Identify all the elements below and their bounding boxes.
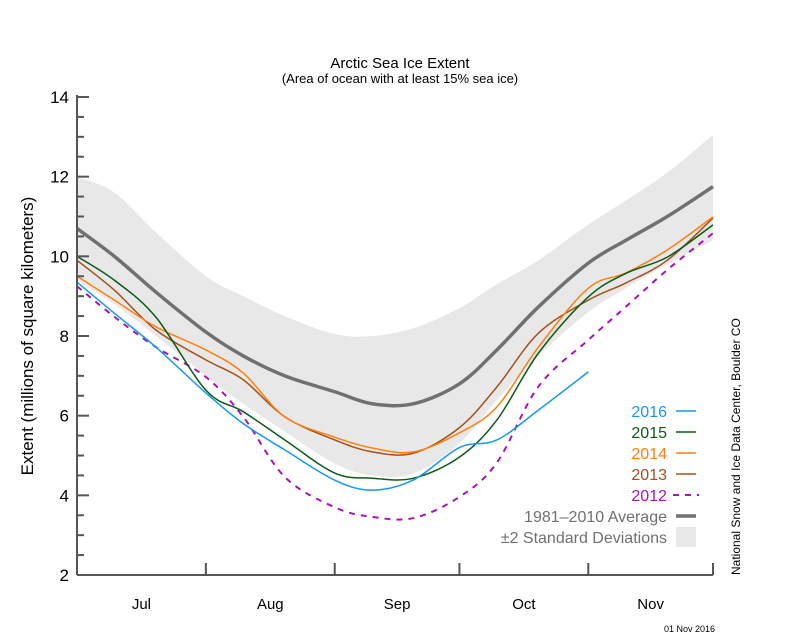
series-line-2013	[76, 217, 714, 456]
y-tick-label: 14	[50, 88, 69, 107]
legend-label: 2012	[631, 488, 667, 505]
y-tick-label: 2	[60, 566, 69, 585]
std-dev-band	[77, 134, 713, 478]
series-line-2012	[76, 232, 714, 521]
axes: 2 4 6 8 10 12 14 Jul Aug Sep Oct Nov	[50, 88, 714, 613]
legend-label: 2016	[631, 404, 667, 421]
plot-area	[75, 134, 714, 521]
legend: 2016 2015 2014 2013 2012 1981–2010 Average ±2 …	[501, 404, 699, 547]
x-tick-label-jul: Jul	[132, 596, 151, 613]
y-tick-label: 4	[60, 486, 69, 505]
y-tick-label: 10	[50, 247, 69, 266]
legend-swatch	[676, 527, 696, 547]
y-tick-label: 12	[50, 168, 69, 187]
legend-label: 1981–2010 Average	[524, 509, 667, 526]
legend-label: 2014	[631, 446, 667, 463]
x-tick-label-aug: Aug	[257, 596, 284, 613]
legend-label: ±2 Standard Deviations	[501, 530, 667, 547]
series-line-2015	[76, 224, 714, 481]
x-tick-label-oct: Oct	[512, 596, 536, 613]
series-line-2014	[76, 216, 714, 454]
x-tick-label-nov: Nov	[637, 596, 664, 613]
x-tick-label-sep: Sep	[384, 596, 411, 613]
y-tick-label: 6	[60, 407, 69, 426]
legend-label: 2015	[631, 425, 667, 442]
y-axis-label: Extent (millions of square kilometers)	[18, 197, 37, 476]
date-stamp: 01 Nov 2016	[664, 624, 715, 634]
y-tick-label: 8	[60, 327, 69, 346]
chart-title: Arctic Sea Ice Extent	[330, 55, 470, 72]
credit-text: National Snow and Ice Data Center, Bould…	[729, 318, 743, 575]
legend-label: 2013	[631, 467, 667, 484]
series-line-1981-2010-average	[75, 185, 714, 408]
chart-subtitle: (Area of ocean with at least 15% sea ice…	[282, 71, 518, 86]
series-line-2016	[76, 281, 589, 491]
